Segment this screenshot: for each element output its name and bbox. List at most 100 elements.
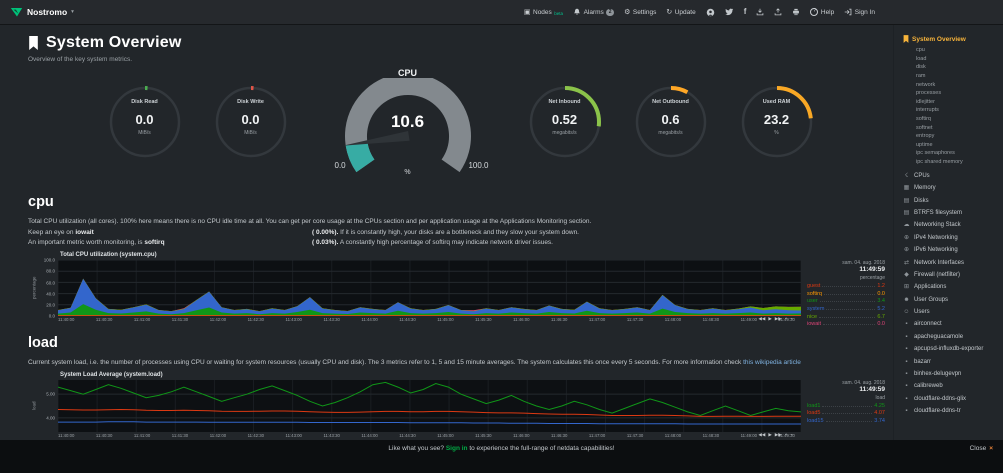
zoom-out-icon[interactable]: −: [790, 431, 793, 437]
legend-row-load15[interactable]: load15 3.74: [807, 418, 885, 426]
gauge-net-outbound[interactable]: Net Outbound 0.6 megabits/s: [631, 80, 711, 168]
gauge-unit: MiB/s: [244, 130, 257, 136]
pan-backward-icon[interactable]: ◀◀: [758, 316, 766, 322]
legend-row-nice[interactable]: nice 6.7: [807, 314, 885, 322]
zoom-in-icon[interactable]: +: [784, 316, 788, 322]
sidebar-item-apacheguacamole[interactable]: ▪ apacheguacamole: [903, 331, 999, 343]
chart-canvas[interactable]: [58, 379, 801, 432]
legend-row-softirq[interactable]: softirq 0.0: [807, 291, 885, 299]
sidebar-item-memory[interactable]: ▦ Memory: [903, 183, 999, 195]
chart-plot-area[interactable]: [58, 260, 801, 317]
wikipedia-link[interactable]: this wikipedia article: [743, 359, 801, 367]
sidebar-subitem-disk[interactable]: disk: [916, 64, 926, 71]
chart-plot-area[interactable]: [58, 379, 801, 432]
topbar-nav: ▣ Nodes beta Alarms 2 ⚙ Settings ↻ Updat…: [524, 8, 875, 17]
sidebar-item-user-groups[interactable]: ☻ User Groups: [903, 294, 999, 306]
sidebar-subitem-processes[interactable]: processes: [916, 90, 942, 97]
sidebar-item-cpus[interactable]: ☇ CPUs: [903, 170, 999, 182]
cube-icon: ▪: [905, 321, 908, 328]
sidebar-subitem-idlejitter[interactable]: idlejitter: [916, 98, 935, 105]
sidebar-item-btrfs-filesystem[interactable]: ▤ BTRFS filesystem: [903, 207, 999, 219]
softirq-note-post: A constantly high percentage of softirq …: [338, 239, 553, 247]
sidebar-item-binhex-delugevpn[interactable]: ▪ binhex-delugevpn: [903, 368, 999, 380]
gauge-disk-read[interactable]: Disk Read 0.0 MiB/s: [105, 80, 185, 168]
pan-backward-icon[interactable]: ◀◀: [758, 431, 766, 437]
legend-row-load1[interactable]: load1 4.25: [807, 403, 885, 411]
iowait-note-left: Keep an eye on iowait: [28, 228, 312, 239]
sidebar-item-cloudflare-ddns-tr[interactable]: ▪ cloudflare-ddns-tr: [903, 405, 999, 417]
help-button[interactable]: ? Help: [810, 8, 834, 16]
load-description-text: Current system load, i.e. the number of …: [28, 359, 744, 367]
sidebar-subitem-ram[interactable]: ram: [916, 73, 926, 80]
zoom-in-icon[interactable]: +: [784, 431, 788, 437]
sidebar-item-applications[interactable]: ⊞ Applications: [903, 282, 999, 294]
sidebar-subitem-ipc-semaphores[interactable]: ipc semaphores: [916, 150, 955, 157]
sidebar-subitem-interrupts[interactable]: interrupts: [916, 107, 939, 114]
pan-forward-icon[interactable]: ▶▶: [774, 316, 782, 322]
signin-button[interactable]: Sign In: [844, 8, 875, 16]
facebook-button[interactable]: f: [744, 8, 747, 16]
legend-row-system[interactable]: system 5.2: [807, 306, 885, 314]
node-selector[interactable]: Nostromo ▾: [10, 6, 74, 18]
sidebar-item-ipv4-networking[interactable]: ⊕ IPv4 Networking: [903, 232, 999, 244]
play-icon[interactable]: ▶: [768, 431, 772, 437]
zoom-out-icon[interactable]: −: [790, 316, 793, 322]
nodes-button[interactable]: ▣ Nodes beta: [524, 9, 563, 16]
sidebar-subitem-softnet[interactable]: softnet: [916, 124, 933, 131]
gear-icon: ⚙: [624, 8, 631, 16]
y-tick-label: 40.0: [46, 291, 55, 297]
softirq-note-pre: An important metric worth monitoring, is: [28, 239, 145, 247]
sidebar-item-network-interfaces[interactable]: ⇄ Network Interfaces: [903, 257, 999, 269]
sidebar-item-apcupsd-influxdb-exporter[interactable]: ▪ apcupsd-influxdb-exporter: [903, 344, 999, 356]
banner-signin-link[interactable]: Sign in: [445, 445, 468, 452]
legend-dimension-value: 0.0: [877, 290, 885, 297]
sidebar-item-disks[interactable]: ▤ Disks: [903, 195, 999, 207]
import-snapshot-button[interactable]: [756, 8, 764, 16]
legend-dimension-name: guest: [807, 283, 821, 290]
print-button[interactable]: [792, 8, 800, 16]
export-snapshot-button[interactable]: [774, 8, 782, 16]
cpu-chart[interactable]: Total CPU utilization (system.cpu) perce…: [30, 252, 886, 327]
sidebar-subitem-network[interactable]: network: [916, 81, 936, 88]
pan-forward-icon[interactable]: ▶▶: [774, 431, 782, 437]
sidebar-item-bazarr[interactable]: ▪ bazarr: [903, 356, 999, 368]
gauge-disk-write[interactable]: Disk Write 0.0 MiB/s: [211, 80, 291, 168]
alarms-button[interactable]: Alarms 2: [573, 8, 615, 16]
banner-close-button[interactable]: Close ×: [970, 445, 993, 452]
sidebar-item-ipv6-networking[interactable]: ⊕ IPv6 Networking: [903, 245, 999, 257]
sidebar-item-cloudflare-ddns-glix[interactable]: ▪ cloudflare-ddns-glix: [903, 393, 999, 405]
sidebar-item-firewall-netfilter[interactable]: ◆ Firewall (netfilter): [903, 269, 999, 281]
legend-row-load5[interactable]: load5 4.07: [807, 410, 885, 418]
play-icon[interactable]: ▶: [768, 316, 772, 322]
github-button[interactable]: [706, 8, 715, 17]
legend-row-user[interactable]: user 3.4: [807, 298, 885, 306]
twitter-button[interactable]: [724, 8, 734, 16]
sidebar-subitem-softirq[interactable]: softirq: [916, 116, 931, 123]
update-button[interactable]: ↻ Update: [666, 9, 695, 16]
gauge-cpu[interactable]: CPU 10.6 0.0 100.0%: [323, 68, 493, 180]
sidebar-item-label: Disks: [914, 197, 929, 204]
load-chart[interactable]: System Load Average (system.load) load 5…: [30, 372, 886, 438]
sidebar-item-airconnect[interactable]: ▪ airconnect: [903, 319, 999, 331]
sidebar-item-calibreweb[interactable]: ▪ calibreweb: [903, 381, 999, 393]
sidebar-subitem-entropy[interactable]: entropy: [916, 133, 935, 140]
sidebar-item-networking-stack[interactable]: ☁ Networking Stack: [903, 220, 999, 232]
chart-canvas[interactable]: [58, 260, 801, 317]
printer-icon: [793, 8, 800, 16]
sidebar-item-users[interactable]: ☺ Users: [903, 306, 999, 318]
sidebar-item-system-overview[interactable]: System Overview: [903, 35, 999, 43]
legend-row-iowait[interactable]: iowait 0.0: [807, 321, 885, 329]
load-section-heading: load: [28, 335, 58, 352]
gauge-used-ram[interactable]: Used RAM 23.2%: [737, 80, 817, 168]
gauge-net-inbound[interactable]: Net Inbound 0.52 megabits/s: [525, 80, 605, 168]
sidebar-subitem-uptime[interactable]: uptime: [916, 141, 933, 148]
gauge-ring: [108, 86, 181, 158]
chart-ylabel: load: [31, 401, 37, 411]
legend-row-guest[interactable]: guest 1.2: [807, 283, 885, 291]
sidebar-subitem-ipc-shared-memory[interactable]: ipc shared memory: [916, 159, 963, 166]
sidebar-subitem-load[interactable]: load: [916, 55, 927, 62]
sidebar-subitem-cpu[interactable]: cpu: [916, 47, 925, 54]
legend-date: sam. 04. aug. 2018: [842, 260, 885, 267]
legend-dimension-value: 4.07: [874, 410, 885, 417]
settings-button[interactable]: ⚙ Settings: [624, 9, 656, 16]
